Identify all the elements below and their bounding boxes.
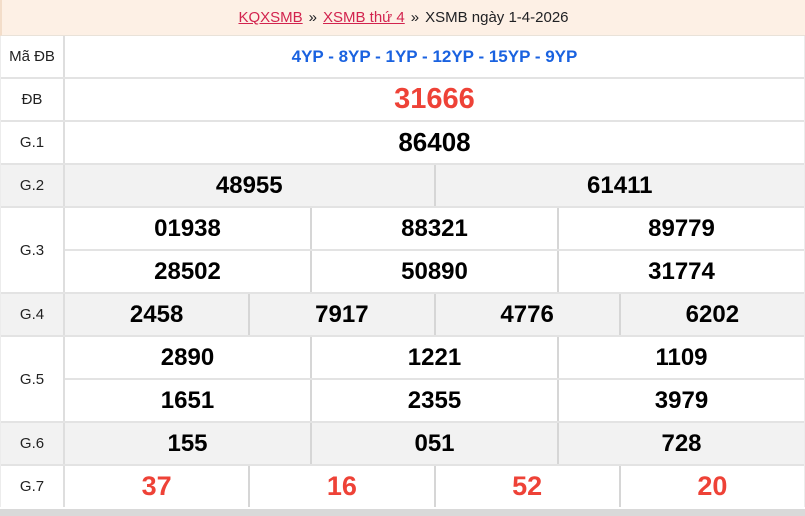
prize-label: G.2 — [1, 165, 65, 206]
breadcrumb: KQXSMB » XSMB thứ 4 » XSMB ngày 1-4-2026 — [0, 0, 805, 36]
prize-cell: 28502 — [154, 257, 221, 285]
table-row: G.6 155 051 728 — [1, 421, 804, 464]
table-row: G.5 2890 1221 1109 1651 2355 3979 — [1, 335, 804, 421]
prize-cell: 50890 — [310, 251, 557, 292]
prize-cell: 88321 — [310, 208, 557, 249]
prize-cell: 37 — [141, 471, 172, 501]
prize-label: G.6 — [1, 423, 65, 464]
prize-cell: 01938 — [154, 214, 221, 242]
prize-cell: 2355 — [310, 380, 557, 421]
prize-label: G.7 — [1, 466, 65, 507]
breadcrumb-current-page: XSMB ngày 1-4-2026 — [425, 9, 569, 26]
prize-cell: 051 — [310, 423, 557, 464]
breadcrumb-link-kqxsmb[interactable]: KQXSMB — [238, 9, 303, 26]
prize-cell: 728 — [557, 423, 804, 464]
table-row: ĐB 31666 — [1, 77, 804, 120]
table-row: Mã ĐB 4YP - 8YP - 1YP - 12YP - 15YP - 9YP — [1, 36, 804, 77]
prize-cell: 4YP - 8YP - 1YP - 12YP - 15YP - 9YP — [291, 46, 578, 66]
prize-label: G.5 — [1, 337, 65, 421]
prize-cell: 155 — [167, 429, 208, 457]
prize-cell: 6202 — [618, 294, 804, 335]
breadcrumb-link-xsmb-thu-4[interactable]: XSMB thứ 4 — [323, 9, 405, 26]
prize-cell: 2890 — [160, 343, 215, 371]
prize-cell: 31666 — [394, 83, 475, 115]
prize-cell: 1221 — [310, 337, 557, 378]
table-row: G.7 37 16 52 20 — [1, 464, 804, 507]
prize-cell: 7917 — [248, 294, 433, 335]
prize-cell: 52 — [433, 466, 619, 507]
prize-label: G.1 — [1, 122, 65, 163]
prize-cell: 1109 — [557, 337, 804, 378]
prize-label: ĐB — [1, 79, 65, 120]
prize-cell: 61411 — [433, 165, 805, 206]
lottery-results-table: Mã ĐB 4YP - 8YP - 1YP - 12YP - 15YP - 9YP… — [0, 36, 805, 507]
prize-cell: 86408 — [398, 127, 471, 157]
prize-cell: 31774 — [557, 251, 804, 292]
prize-label: G.4 — [1, 294, 65, 335]
prize-cell: 16 — [248, 466, 433, 507]
bottom-strip — [0, 509, 805, 516]
breadcrumb-separator: » — [410, 9, 420, 26]
prize-cell: 48955 — [215, 171, 283, 199]
table-row: G.2 48955 61411 — [1, 163, 804, 206]
table-row: G.4 2458 7917 4776 6202 — [1, 292, 804, 335]
prize-cell: 1651 — [160, 386, 215, 414]
breadcrumb-separator: » — [308, 9, 317, 26]
table-row: G.3 01938 88321 89779 28502 50890 31774 — [1, 206, 804, 292]
prize-cell: 3979 — [557, 380, 804, 421]
prize-label: G.3 — [1, 208, 65, 292]
prize-cell: 20 — [618, 466, 804, 507]
prize-cell: 2458 — [129, 300, 184, 328]
prize-cell: 4776 — [433, 294, 619, 335]
prize-label: Mã ĐB — [1, 36, 65, 77]
prize-cell: 89779 — [557, 208, 804, 249]
table-row: G.1 86408 — [1, 120, 804, 163]
